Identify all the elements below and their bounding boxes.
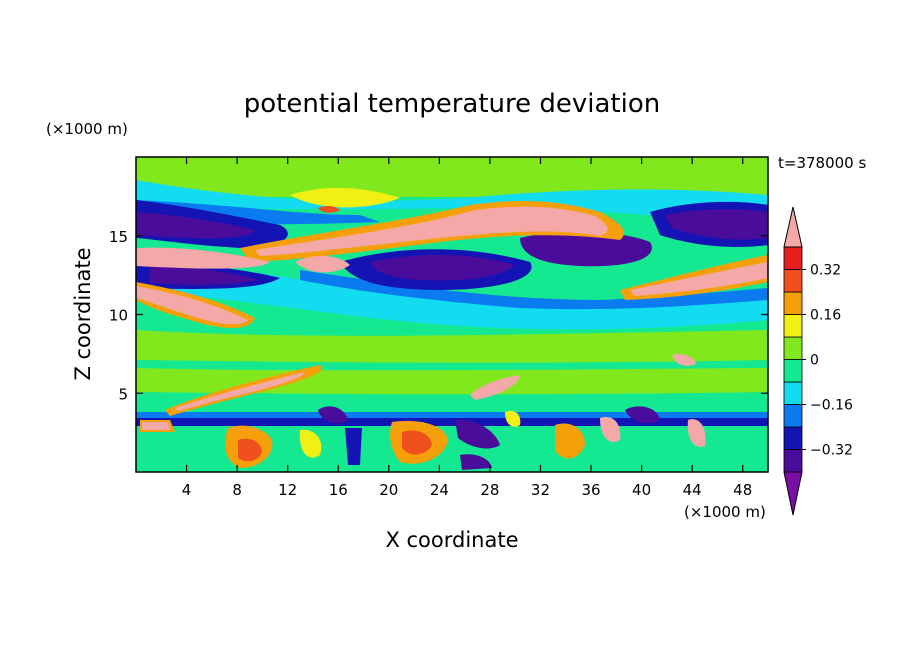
x-tick-label: 24 <box>430 481 449 499</box>
cell-red-surface-1 <box>238 438 262 462</box>
cell-navy-surface-3 <box>345 428 362 465</box>
band-pink-right <box>630 262 768 296</box>
x-tick-label: 20 <box>379 481 398 499</box>
y-tick-label: 5 <box>118 385 128 403</box>
cell-purple-surface-5 <box>455 419 500 449</box>
y-axis-label: Z coordinate <box>71 247 95 380</box>
colorbar-arrow-bottom <box>783 471 803 516</box>
colorbar-swatch <box>783 291 803 315</box>
x-tick-label: 48 <box>733 481 752 499</box>
colorbar-swatch <box>783 426 803 450</box>
cell-orange-surface-7 <box>555 423 585 459</box>
colorbar-swatch <box>783 449 803 473</box>
chart-title: potential temperature deviation <box>244 89 660 119</box>
cell-purple-surface-2 <box>318 406 348 424</box>
colorbar: 0.32 0.16 0 −0.16 −0.32 <box>783 206 853 516</box>
x-tick-label: 12 <box>278 481 297 499</box>
x-tick-label: 40 <box>632 481 651 499</box>
x-axis-label: X coordinate <box>385 528 518 552</box>
band-pink-center <box>255 206 608 256</box>
band-yellow-top <box>290 187 400 208</box>
time-label: t=378000 s <box>778 154 866 172</box>
x-tick-label: 44 <box>683 481 702 499</box>
cell-purple-right <box>520 231 652 267</box>
y-tick-label: 15 <box>109 228 128 246</box>
cell-pink-surface-9 <box>600 416 621 442</box>
cell-red-surface-4 <box>402 430 432 455</box>
colorbar-label: −0.32 <box>810 443 853 459</box>
y-unit-label: (×1000 m) <box>46 120 128 138</box>
band-red-top <box>318 205 340 213</box>
x-tick-label: 4 <box>182 481 192 499</box>
x-tick-label: 8 <box>232 481 242 499</box>
colorbar-swatch <box>783 404 803 428</box>
colorbar-label: −0.16 <box>810 398 853 414</box>
x-tick-label: 32 <box>531 481 550 499</box>
cell-purple-center <box>370 254 515 281</box>
colorbar-label: 0.32 <box>810 263 841 279</box>
y-axis: 5 10 15 <box>109 228 768 403</box>
cell-pink-surface-10 <box>687 419 706 447</box>
colorbar-swatch <box>783 381 803 405</box>
y-tick-label: 10 <box>109 307 128 325</box>
band-pink-streak-left <box>175 372 305 411</box>
colorbar-swatch <box>783 314 803 338</box>
band-pink-left-upper <box>136 247 270 269</box>
colorbar-swatch <box>783 359 803 383</box>
band-cyan-mid <box>136 255 768 330</box>
band-pink-small-center <box>295 255 350 273</box>
band-navy-layer <box>136 418 768 426</box>
band-blue-mid <box>300 270 768 310</box>
cell-pink-mid-right <box>672 354 696 366</box>
cell-purple-leftmid <box>150 266 260 285</box>
band-pink-streak-center <box>470 375 520 400</box>
x-tick-label: 36 <box>581 481 600 499</box>
cell-yellow-surface-2 <box>299 429 322 458</box>
x-axis: 4 8 12 16 20 24 28 32 36 40 44 48 <box>182 157 752 499</box>
x-tick-label: 28 <box>480 481 499 499</box>
x-tick-label: 16 <box>329 481 348 499</box>
contour-field <box>136 157 768 472</box>
colorbar-label: 0 <box>810 353 819 369</box>
colorbar-swatch <box>783 246 803 270</box>
cell-purple-surface-6 <box>460 454 492 470</box>
colorbar-arrow-top <box>783 206 803 248</box>
band-lightgreen-mid <box>136 330 768 363</box>
cell-purple-farright <box>665 209 768 240</box>
band-pink-left-low <box>136 286 248 325</box>
cell-yellow-surface-11 <box>505 410 521 427</box>
band-cyan-upper <box>136 180 768 225</box>
cell-purple-surface-8 <box>625 406 660 424</box>
band-pink-low-a <box>142 422 170 430</box>
colorbar-swatch <box>783 269 803 293</box>
cell-purple-left <box>136 212 255 239</box>
colorbar-label: 0.16 <box>810 308 841 324</box>
colorbar-swatch <box>783 336 803 360</box>
x-unit-label: (×1000 m) <box>684 503 766 521</box>
